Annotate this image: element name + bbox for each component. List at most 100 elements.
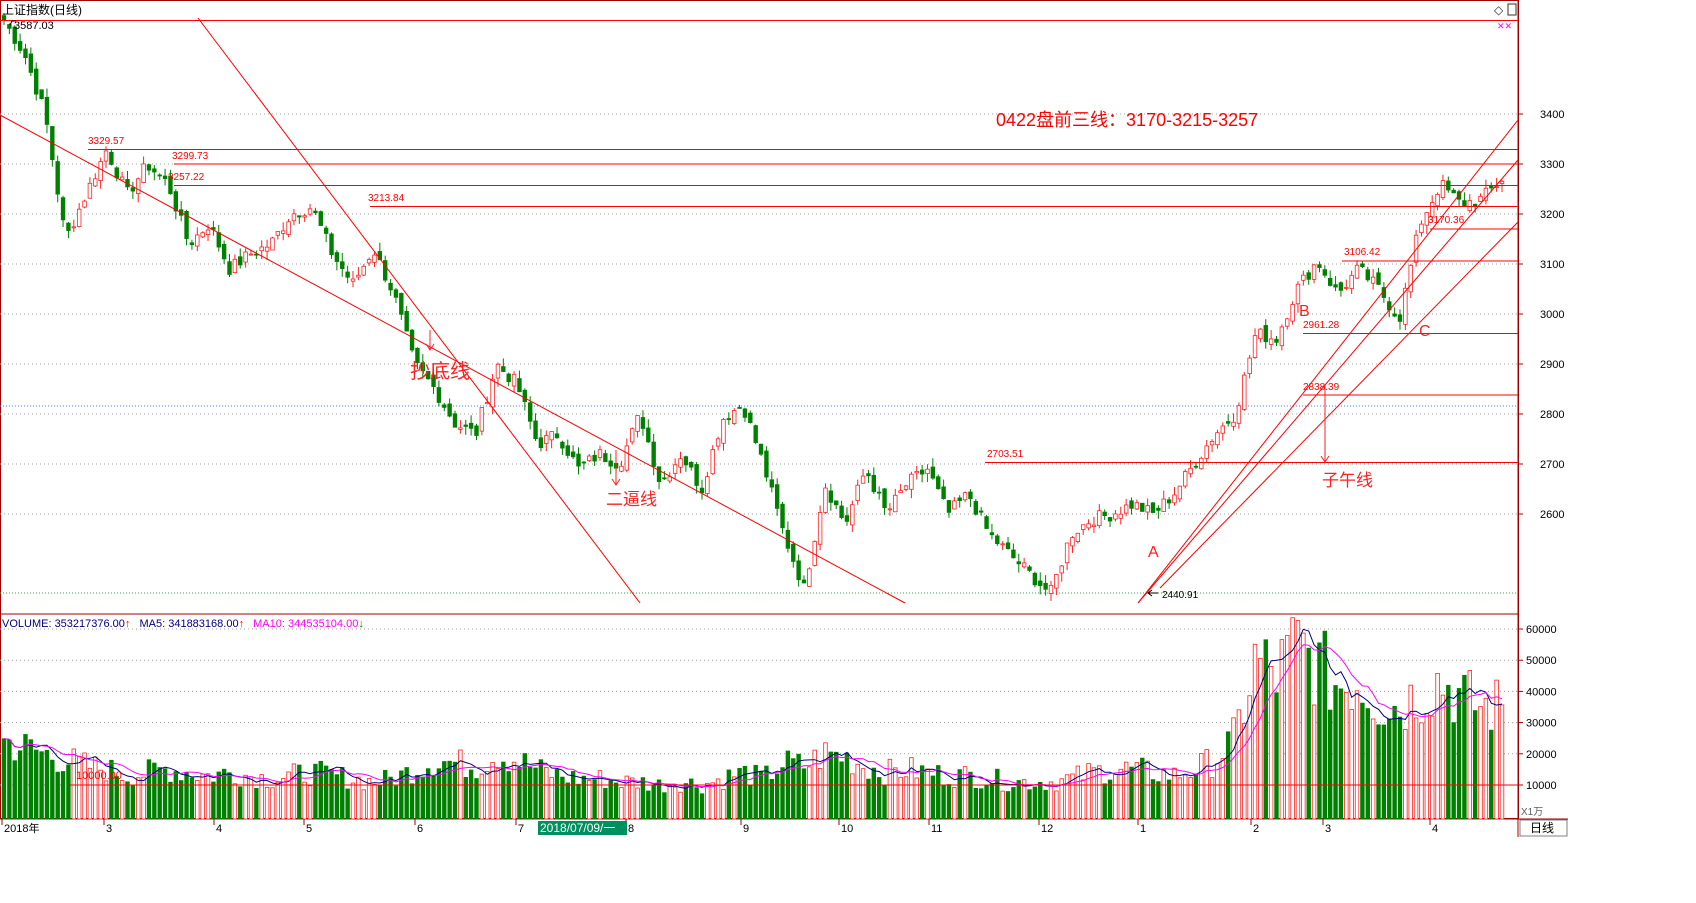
candle-down — [801, 579, 807, 584]
volume-bar-down — [66, 764, 71, 820]
volume-bar-down — [425, 768, 431, 820]
candle-up — [479, 407, 485, 432]
volume-bar-down — [1489, 729, 1494, 820]
volume-bar-down — [254, 787, 259, 820]
candle-down — [866, 473, 871, 477]
candle-up — [82, 200, 87, 208]
candle-down — [297, 215, 302, 218]
period-tab[interactable] — [1519, 819, 1568, 837]
volume-bar-up — [1145, 760, 1150, 820]
candle-up — [952, 500, 957, 510]
volume-bar-up — [619, 787, 624, 820]
candle-down — [919, 469, 925, 475]
candle-down — [463, 424, 468, 427]
candle-up — [962, 492, 968, 501]
volume-bar-up — [544, 767, 549, 820]
candle-down — [1274, 338, 1279, 343]
candle-up — [1424, 212, 1430, 226]
volume-ma-lines — [3, 628, 1518, 789]
volume-bar-down — [28, 739, 34, 820]
volume-bar-down — [323, 765, 329, 820]
candle-down — [1338, 282, 1344, 291]
candle-up — [286, 221, 291, 235]
volume-bar-down — [876, 777, 882, 820]
volume-bar-up — [807, 766, 812, 820]
volume-bar-down — [1274, 692, 1279, 820]
candle-down — [592, 454, 597, 462]
candle-down — [1193, 465, 1199, 468]
price-label: 3299.73 — [172, 151, 209, 162]
price-tick-label: 3100 — [1540, 259, 1564, 271]
volume-bar-down — [1150, 779, 1156, 820]
volume-bar-up — [678, 791, 683, 820]
diamond-icon[interactable]: ◇ — [1494, 3, 1504, 17]
volume-bar-up — [495, 768, 501, 820]
month-tick-label: 3 — [106, 823, 112, 835]
candle-up — [1285, 318, 1290, 327]
volume-bar-up — [1172, 767, 1177, 820]
candle-up — [1064, 542, 1070, 564]
candle-up — [914, 470, 919, 474]
volume-bar-up — [1000, 790, 1005, 820]
volume-bar-up — [270, 787, 275, 820]
volume-bar-down — [377, 784, 383, 820]
volume-ma5-line — [3, 628, 1503, 789]
volume-bar-down — [978, 788, 984, 820]
candle-up — [887, 508, 893, 511]
volume-bar-down — [801, 768, 807, 820]
volume-bar-up — [1134, 762, 1140, 820]
candle-down — [957, 497, 962, 502]
volume-bar-down — [930, 775, 936, 820]
volume-bar-down — [694, 787, 699, 820]
candle-up — [259, 246, 264, 252]
candle-down — [109, 151, 114, 165]
annotation-bottom-line: 抄底线 — [410, 360, 470, 383]
volume-bar-down — [640, 777, 646, 820]
candle-up — [1370, 276, 1376, 284]
volume-bar-up — [1440, 694, 1446, 820]
volume-bar-up — [893, 767, 898, 820]
volume-bar-down — [570, 771, 576, 820]
window-toggle-icon[interactable] — [1507, 3, 1517, 16]
volume-bar-up — [307, 785, 313, 820]
volume-bar-up — [76, 755, 82, 820]
volume-bar-down — [764, 765, 769, 820]
volume-bar-up — [119, 780, 125, 820]
candle-down — [425, 370, 431, 380]
month-tick-label: 3 — [1325, 823, 1331, 835]
volume-bar-down — [409, 783, 415, 820]
volume-bar-up — [1242, 723, 1247, 820]
volume-bar-up — [1236, 709, 1242, 820]
candle-down — [839, 505, 844, 518]
volume-bar-up — [1408, 684, 1413, 820]
volume-bar-up — [1344, 691, 1349, 820]
volume-bar-up — [1252, 643, 1258, 820]
candle-down — [420, 362, 425, 372]
candle-down — [989, 532, 995, 536]
candle-up — [1478, 195, 1483, 202]
volume-bar-up — [1054, 790, 1059, 820]
volume-bar-up — [1231, 717, 1236, 820]
candle-down — [683, 456, 689, 466]
candle-up — [823, 487, 828, 513]
price-label: 3329.57 — [88, 136, 125, 147]
candle-up — [1177, 485, 1183, 500]
candle-down — [791, 543, 796, 562]
candle-down — [189, 242, 195, 245]
candle-up — [270, 237, 275, 251]
volume-bar-down — [866, 778, 871, 820]
candle-up — [1344, 287, 1349, 289]
candle-down — [12, 26, 17, 44]
candle-down — [1376, 272, 1381, 285]
volume-bar-up — [1215, 763, 1220, 820]
volume-bar-down — [780, 767, 785, 820]
candle-down — [876, 491, 882, 494]
candle-up — [1113, 513, 1118, 520]
volume-bar-up — [732, 776, 737, 820]
candle-down — [517, 378, 522, 393]
candle-down — [130, 187, 136, 192]
volume-bar-up — [1177, 777, 1183, 820]
candle-down — [968, 491, 973, 500]
candle-up — [1268, 338, 1274, 345]
volume-bar-down — [839, 761, 844, 820]
